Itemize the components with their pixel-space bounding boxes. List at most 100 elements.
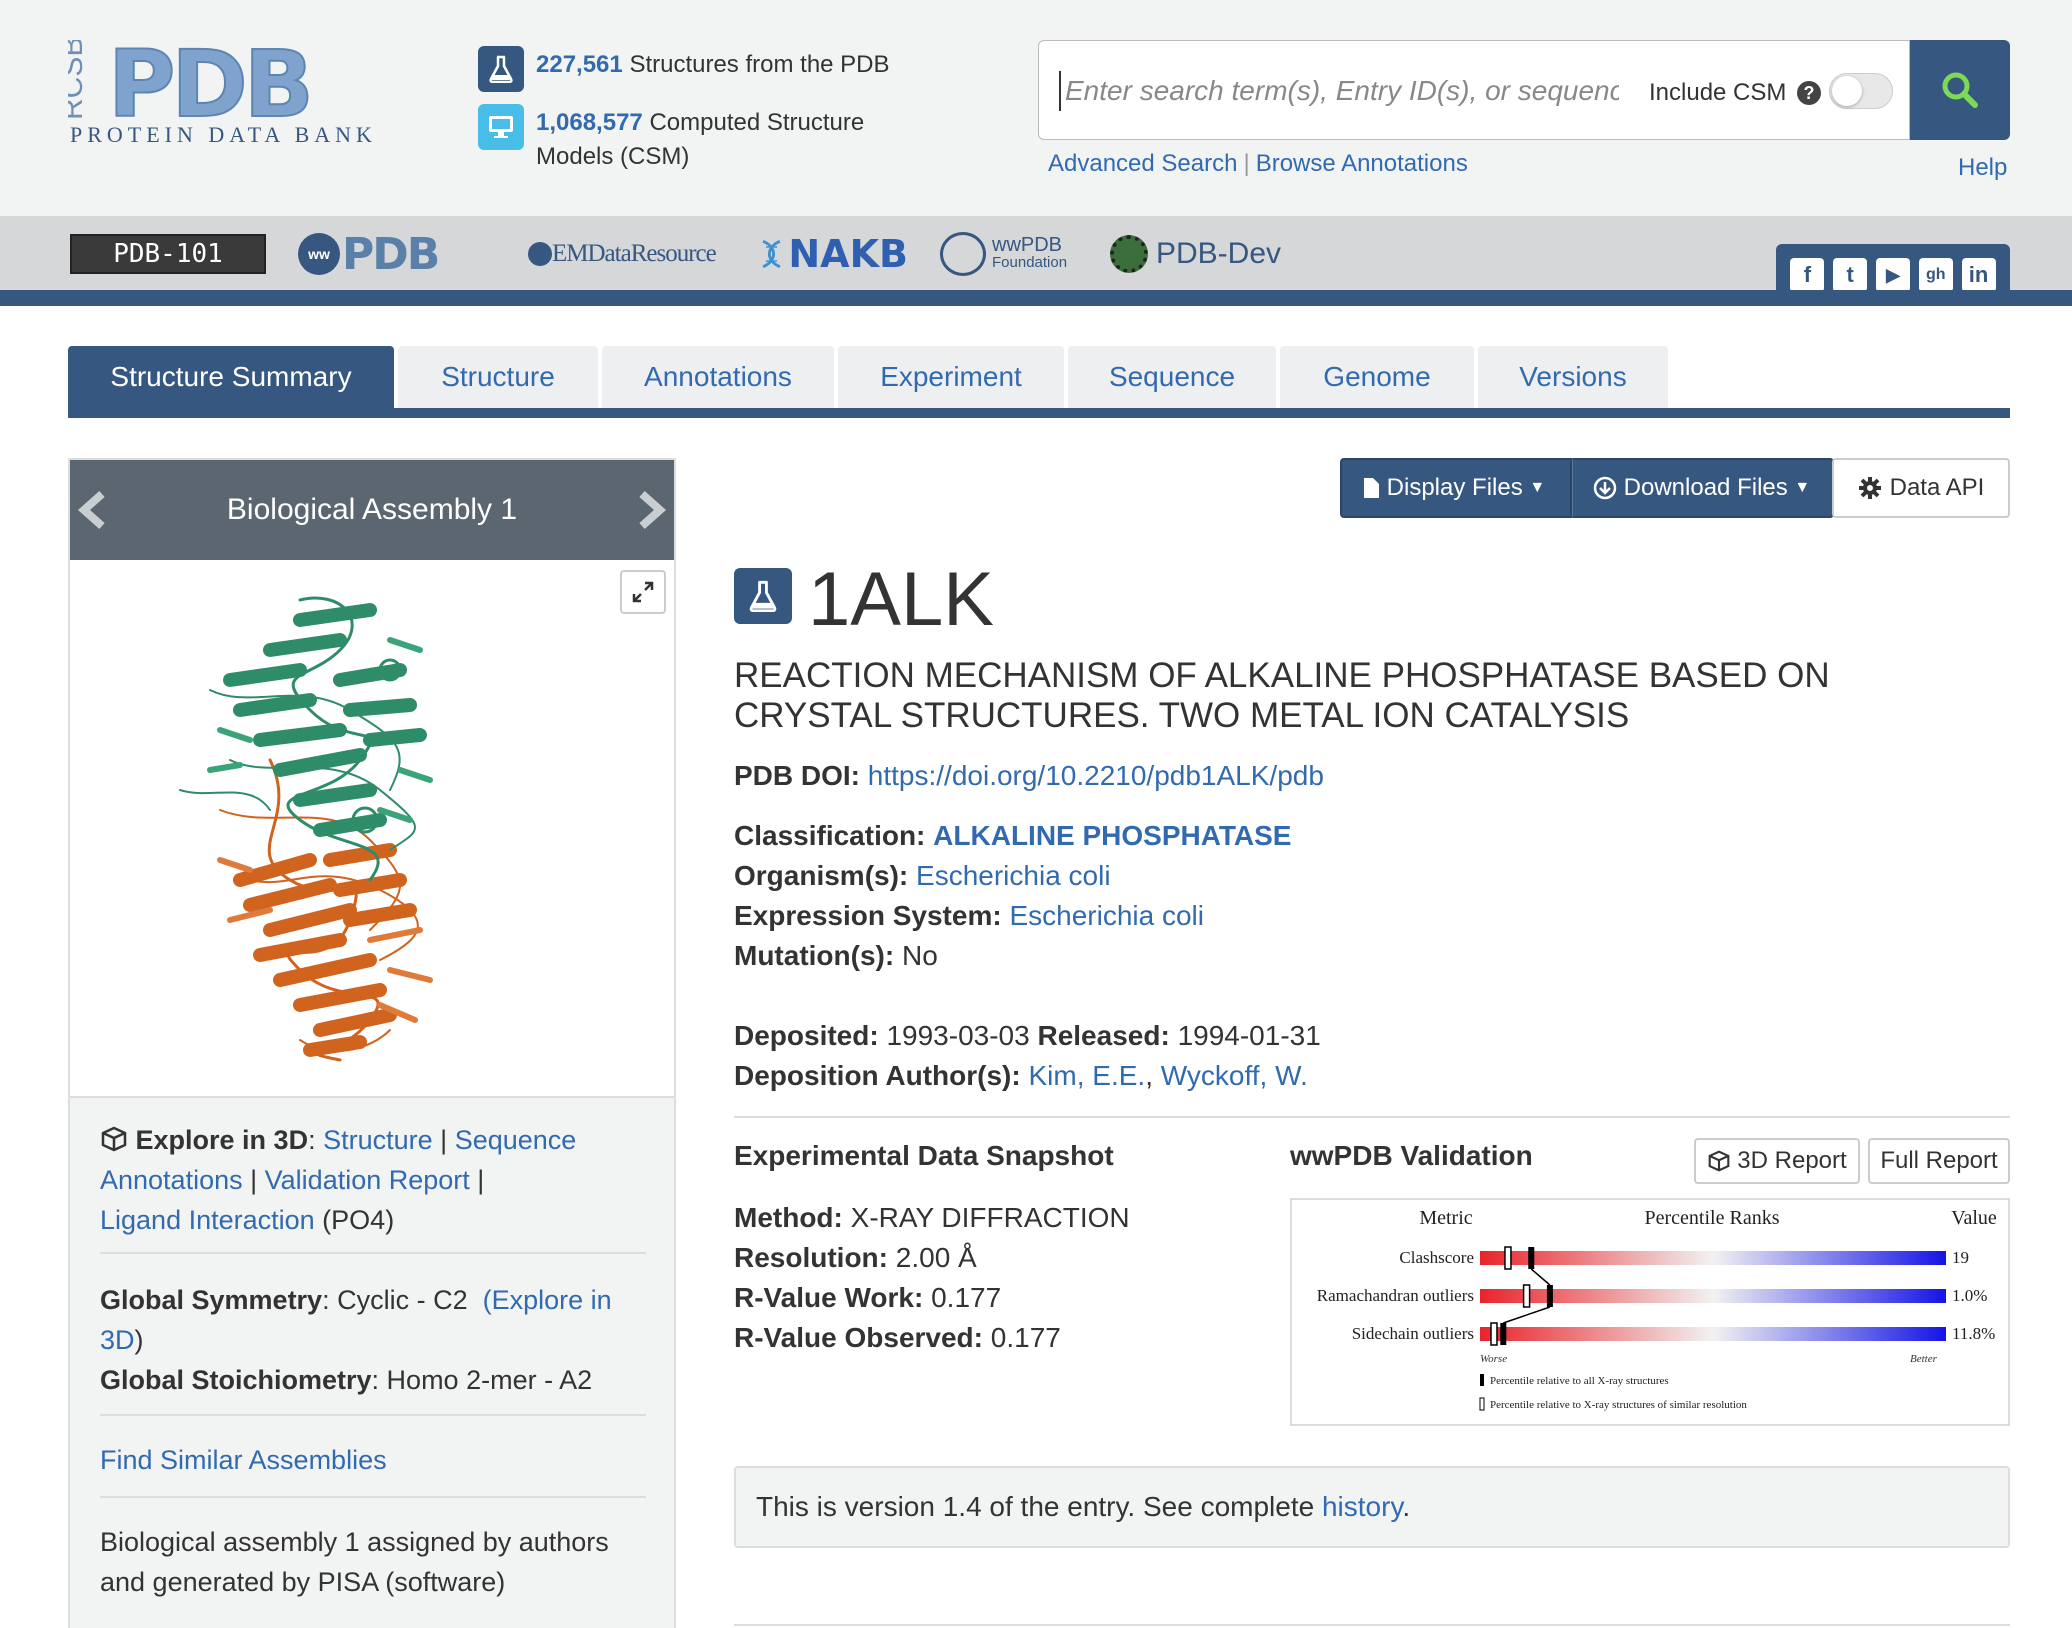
- tab-annotations[interactable]: Annotations: [602, 346, 834, 408]
- divider: [734, 1116, 2010, 1118]
- tab-genome[interactable]: Genome: [1280, 346, 1474, 408]
- tab-structure[interactable]: Structure: [398, 346, 598, 408]
- author-link[interactable]: Wyckoff, W.: [1160, 1060, 1308, 1091]
- pdb-dev-logo[interactable]: PDB-Dev: [1110, 232, 1290, 276]
- explore-symmetry-link[interactable]: (Explore in: [482, 1285, 612, 1315]
- full-report-button[interactable]: Full Report: [1868, 1138, 2010, 1184]
- expand-viewer-button[interactable]: [620, 570, 666, 614]
- doi-field: PDB DOI: https://doi.org/10.2210/pdb1ALK…: [734, 756, 1324, 796]
- resolution-field: Resolution: 2.00 Å: [734, 1238, 977, 1278]
- released-value: 1994-01-31: [1177, 1020, 1321, 1051]
- rwork-label: R-Value Work:: [734, 1282, 924, 1313]
- protein-cartoon: [179, 596, 433, 1062]
- explore-sequence-link[interactable]: Sequence: [454, 1125, 577, 1155]
- deposited-value: 1993-03-03: [886, 1020, 1030, 1051]
- validation-slider-chart[interactable]: Metric Percentile Ranks Value Clashscore…: [1290, 1198, 2010, 1426]
- rcsb-pdb-logo[interactable]: RCSB PDB PROTEIN DATA BANK: [68, 40, 448, 150]
- youtube-icon[interactable]: ▶: [1875, 258, 1910, 292]
- all-percentile-marker: [1546, 1285, 1553, 1307]
- help-link[interactable]: Help: [1958, 154, 2008, 181]
- mutation-label: Mutation(s):: [734, 940, 895, 971]
- browse-annotations-link[interactable]: Browse Annotations: [1255, 150, 1468, 177]
- pdb-structure-label: Structures from the PDB: [629, 51, 890, 78]
- wwpdb-foundation-logo[interactable]: wwPDB Foundation: [940, 232, 1080, 276]
- csm-label-line2: Models (CSM): [536, 143, 690, 170]
- search-input[interactable]: [1059, 71, 1619, 111]
- tab-sequence[interactable]: Sequence: [1068, 346, 1276, 408]
- entry-title-line2: CRYSTAL STRUCTURES. TWO METAL ION CATALY…: [734, 696, 1630, 735]
- explore-annotations-link[interactable]: Annotations: [100, 1165, 243, 1195]
- metric-label: Sidechain outliers: [1352, 1324, 1474, 1343]
- mutation-value: No: [901, 940, 938, 971]
- include-csm-toggle[interactable]: [1829, 73, 1893, 109]
- caret-down-icon: ▼: [1794, 479, 1811, 496]
- divider: [734, 1624, 2010, 1626]
- organism-link[interactable]: Escherichia coli: [916, 860, 1111, 891]
- mutation-field: Mutation(s): No: [734, 936, 938, 976]
- assembly-note-line2: and generated by PISA (software): [100, 1567, 506, 1597]
- percentile-bar: [1480, 1327, 1946, 1341]
- 3d-report-button[interactable]: 3D Report: [1694, 1138, 1860, 1184]
- cube-icon: [1708, 1150, 1730, 1172]
- expression-label: Expression System:: [734, 900, 1002, 931]
- download-files-button[interactable]: Download Files ▼: [1572, 458, 1834, 518]
- data-api-label: Data API: [1889, 474, 1985, 501]
- twitter-icon[interactable]: t: [1833, 258, 1868, 292]
- find-similar-assemblies-link[interactable]: Find Similar Assemblies: [100, 1445, 387, 1475]
- explore-structure-link[interactable]: Structure: [323, 1125, 433, 1155]
- 3d-report-label: 3D Report: [1737, 1147, 1847, 1174]
- pdbdev-icon: [1110, 235, 1148, 273]
- search-box: Include CSM ?: [1038, 40, 1910, 140]
- better-label: Better: [1910, 1353, 1938, 1365]
- stoichiometry-label: Global Stoichiometry: [100, 1365, 372, 1395]
- explore-3d-label: Explore in 3D: [135, 1125, 309, 1155]
- computer-icon: [478, 104, 524, 150]
- entry-title-line1: REACTION MECHANISM OF ALKALINE PHOSPHATA…: [734, 656, 1830, 695]
- classification-field: Classification: ALKALINE PHOSPHATASE: [734, 816, 1291, 856]
- logo-pdb-text: PDB: [108, 40, 310, 138]
- advanced-search-link[interactable]: Advanced Search: [1048, 150, 1238, 177]
- structure-image[interactable]: [70, 560, 674, 1096]
- history-link[interactable]: history: [1321, 1491, 1403, 1522]
- dates-field: Deposited: 1993-03-03 Released: 1994-01-…: [734, 1016, 1321, 1056]
- nakb-logo[interactable]: NAKB: [756, 232, 908, 276]
- facebook-icon[interactable]: f: [1790, 258, 1825, 292]
- tab-bar: Structure Summary Structure Annotations …: [68, 346, 1672, 408]
- search-button[interactable]: [1910, 40, 2010, 140]
- caret-down-icon: ▼: [1529, 479, 1546, 496]
- method-field: Method: X-RAY DIFFRACTION: [734, 1198, 1130, 1238]
- validation-report-link[interactable]: Validation Report: [264, 1165, 470, 1195]
- author-link[interactable]: Kim, E.E.: [1028, 1060, 1146, 1091]
- pdb101-logo[interactable]: PDB-101: [70, 232, 266, 276]
- chevron-left-icon[interactable]: [74, 490, 114, 530]
- percentile-bar: [1480, 1251, 1946, 1265]
- wwpdb-logo[interactable]: ww PDB: [298, 229, 498, 280]
- chevron-right-icon[interactable]: [630, 490, 670, 530]
- question-circle-icon[interactable]: ?: [1797, 81, 1821, 105]
- ligand-interaction-link[interactable]: Ligand Interaction: [100, 1205, 315, 1235]
- col-value-header: Value: [1951, 1207, 1997, 1229]
- github-icon[interactable]: gh: [1918, 258, 1953, 292]
- expression-link[interactable]: Escherichia coli: [1009, 900, 1204, 931]
- tab-versions[interactable]: Versions: [1478, 346, 1668, 408]
- explore-symmetry-3d-link[interactable]: 3D: [100, 1325, 135, 1355]
- file-buttons: Display Files ▼ Download Files ▼: [1340, 458, 1834, 518]
- linkedin-icon[interactable]: in: [1961, 258, 1996, 292]
- classification-link[interactable]: ALKALINE PHOSPHATASE: [933, 820, 1292, 851]
- pdb-structures-stat[interactable]: 227,561 Structures from the PDB: [536, 48, 890, 82]
- link-separator: |: [1243, 150, 1250, 177]
- emdataresource-logo[interactable]: EMDataResource: [528, 232, 728, 276]
- csm-count[interactable]: 1,068,577: [536, 109, 643, 136]
- data-api-button[interactable]: Data API: [1832, 458, 2010, 518]
- robs-label: R-Value Observed:: [734, 1322, 983, 1353]
- display-files-button[interactable]: Display Files ▼: [1340, 458, 1572, 518]
- pdb-structure-count[interactable]: 227,561: [536, 51, 623, 78]
- assembly-info: Explore in 3D: Structure | Sequence Anno…: [70, 1096, 674, 1628]
- tab-experiment[interactable]: Experiment: [838, 346, 1064, 408]
- doi-link[interactable]: https://doi.org/10.2210/pdb1ALK/pdb: [867, 760, 1324, 791]
- tab-structure-summary[interactable]: Structure Summary: [68, 346, 394, 408]
- legend-res-marker: [1479, 1397, 1485, 1411]
- flask-icon: [478, 46, 524, 92]
- csm-stat[interactable]: 1,068,577 Computed Structure Models (CSM…: [536, 106, 864, 174]
- percentile-bar: [1480, 1289, 1946, 1303]
